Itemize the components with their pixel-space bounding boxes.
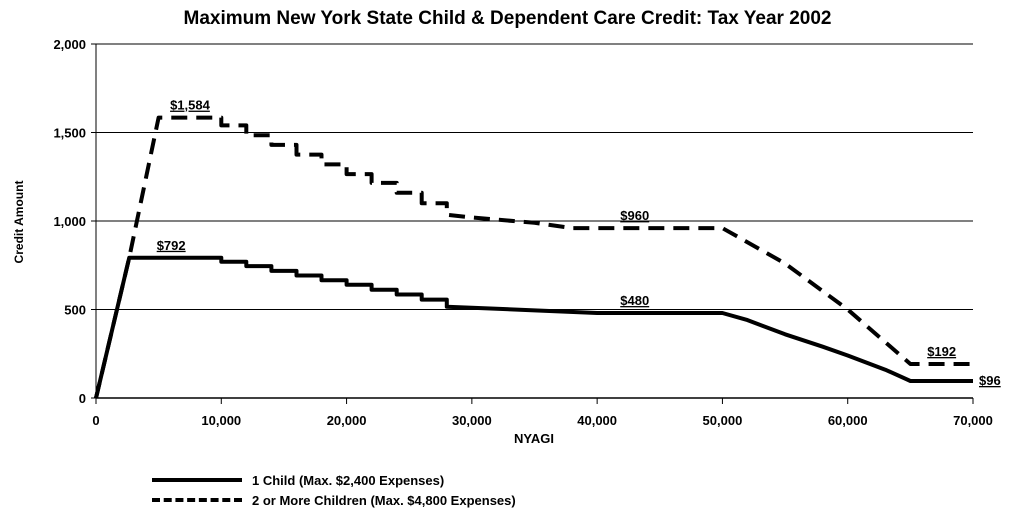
y-tick-label: 0	[79, 391, 86, 406]
y-tick-label: 500	[64, 303, 86, 318]
x-tick-label: 10,000	[201, 413, 241, 428]
legend-swatch-solid	[152, 478, 242, 482]
x-tick-label: 30,000	[452, 413, 492, 428]
x-tick-label: 70,000	[953, 413, 993, 428]
data-label: $96	[979, 373, 1001, 388]
series-line-1	[94, 255, 973, 399]
y-tick-label: 1,500	[53, 126, 86, 141]
x-tick-label: 40,000	[577, 413, 617, 428]
y-tick-label: 2,000	[53, 37, 86, 52]
data-label: $792	[157, 238, 186, 253]
chart-title: Maximum New York State Child & Dependent…	[183, 8, 832, 29]
data-label: $192	[927, 344, 956, 359]
data-labels: $1,584 $792 $960 $480 $192 $96	[157, 98, 1001, 388]
y-tick-label: 1,000	[53, 214, 86, 229]
series-lines	[94, 115, 973, 399]
data-label: $960	[620, 208, 649, 223]
legend-label-series-1: 1 Child (Max. $2,400 Expenses)	[252, 472, 445, 488]
legend-item-series-2: 2 or More Children (Max. $4,800 Expenses…	[152, 490, 516, 510]
grid-lines	[96, 43, 973, 310]
y-axis-label: Credit Amount	[12, 181, 26, 264]
legend-label-series-2: 2 or More Children (Max. $4,800 Expenses…	[252, 492, 516, 508]
legend: 1 Child (Max. $2,400 Expenses) 2 or More…	[152, 470, 516, 510]
data-label: $1,584	[170, 98, 211, 113]
legend-swatch-dashed	[152, 498, 242, 502]
x-tick-label: 20,000	[327, 413, 367, 428]
x-axis-label: NYAGI	[514, 431, 554, 446]
data-label: $480	[620, 293, 649, 308]
legend-item-series-1: 1 Child (Max. $2,400 Expenses)	[152, 470, 516, 490]
x-tick-label: 50,000	[703, 413, 743, 428]
x-tick-label: 0	[92, 413, 99, 428]
axes: 0 500 1,000 1,500 2,000 0 10,000 20,000 30,000 40…	[53, 37, 992, 428]
x-tick-label: 60,000	[828, 413, 868, 428]
series-line-2	[94, 115, 973, 399]
